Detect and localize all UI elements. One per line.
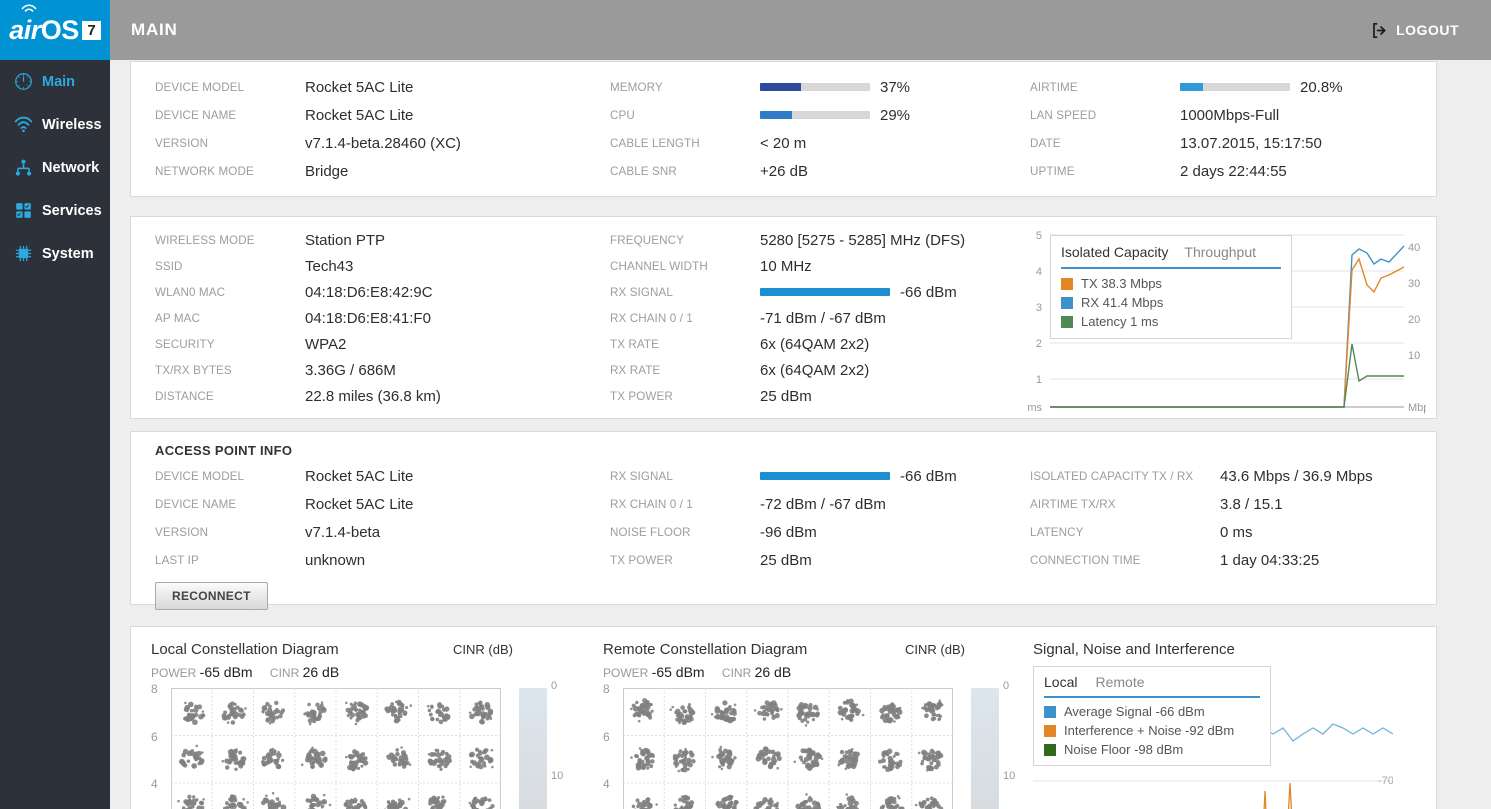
svg-text:30: 30: [1408, 278, 1420, 290]
svg-text:2: 2: [1036, 338, 1042, 350]
svg-text:3: 3: [1036, 302, 1042, 314]
svg-text:5: 5: [1036, 230, 1042, 242]
svg-text:-70: -70: [1378, 775, 1393, 787]
svg-text:40: 40: [1408, 242, 1420, 254]
svg-text:4: 4: [1036, 266, 1042, 278]
svg-text:ms: ms: [1027, 402, 1042, 414]
svg-text:Mbps: Mbps: [1408, 402, 1426, 414]
svg-text:20: 20: [1408, 314, 1420, 326]
svg-text:10: 10: [1408, 350, 1420, 362]
svg-text:1: 1: [1036, 374, 1042, 386]
